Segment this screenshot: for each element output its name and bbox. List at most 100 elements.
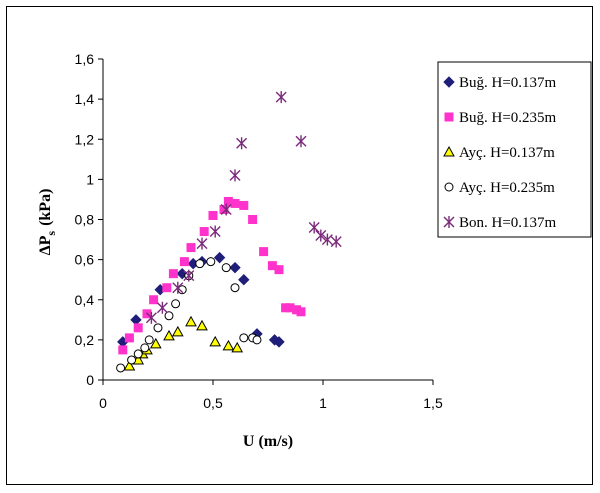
y-tick-label: 1,6 [75, 51, 95, 67]
data-point [230, 198, 240, 208]
data-point [239, 333, 249, 343]
data-point [195, 259, 205, 269]
x-tick-label: 0 [99, 395, 107, 411]
y-axis-title-unit: (kPa) [37, 189, 54, 226]
data-point [308, 221, 320, 234]
data-point [267, 261, 277, 271]
data-point [223, 196, 233, 206]
x-tick-label: 0,5 [203, 395, 223, 411]
y-tick-label: 0,4 [75, 292, 95, 308]
data-point [123, 359, 136, 371]
legend-marker [444, 182, 454, 192]
legend-label: Bon. H=0.137m [459, 215, 557, 231]
y-axis-title: ΔPs (kPa) [37, 189, 58, 256]
data-point [149, 295, 159, 305]
data-point [118, 345, 128, 355]
series-4 [116, 257, 262, 373]
legend-marker [444, 112, 454, 122]
data-point [133, 323, 143, 333]
data-point [238, 273, 250, 286]
data-point [239, 200, 249, 210]
legend-label: Buğ. H=0.235m [459, 110, 557, 126]
series-5 [145, 91, 342, 324]
data-point [124, 333, 134, 343]
data-point [236, 137, 248, 150]
x-tick-label: 1 [319, 395, 327, 411]
data-point [140, 343, 150, 353]
data-point [209, 335, 222, 347]
data-point [149, 337, 162, 349]
data-point [127, 355, 137, 365]
data-point [163, 329, 175, 341]
data-point [321, 233, 333, 246]
data-point [186, 243, 196, 253]
data-points [116, 91, 342, 373]
data-point [145, 311, 157, 324]
x-axis-title: U (m/s) [243, 433, 293, 450]
y-tick-label: 1,4 [75, 91, 95, 107]
data-point [196, 319, 208, 331]
data-point [229, 261, 241, 274]
svg-text:ΔPs(kPa): ΔPs (kPa) [37, 189, 58, 256]
y-axis-title-sub: s [44, 231, 58, 236]
data-point [285, 303, 295, 313]
data-point [248, 215, 258, 224]
data-point [116, 363, 126, 373]
data-point [206, 257, 216, 267]
legend-marker [443, 145, 455, 157]
data-point [315, 229, 327, 242]
data-point [220, 203, 232, 216]
x-tick-label: 1,5 [423, 395, 443, 411]
data-point [252, 335, 262, 345]
plot-area [103, 59, 433, 380]
data-point [221, 263, 231, 273]
y-tick-label: 0 [86, 372, 94, 388]
y-tick-label: 0,2 [75, 332, 95, 348]
y-axis-title-main: ΔP [37, 235, 54, 255]
data-point [213, 251, 226, 264]
data-point [295, 135, 307, 148]
legend-marker [443, 216, 455, 228]
legend-label: Ayç. H=0.235m [459, 180, 555, 196]
legend-box [437, 61, 592, 238]
axis-ticks: 0 0,2 0,4 0,6 0,8 1 1,2 1,4 1,6 0 0,5 1 1,5 [75, 51, 443, 411]
legend-label: Ayç. H=0.137m [459, 145, 555, 161]
legend-marker [443, 76, 455, 88]
legend-label: Buğ. H=0.137m [459, 75, 557, 91]
data-point [209, 225, 221, 238]
data-point [153, 323, 163, 333]
data-point [171, 325, 184, 337]
y-tick-label: 1,2 [75, 131, 95, 147]
data-point [199, 227, 209, 237]
data-point [179, 257, 189, 267]
data-point [275, 91, 287, 104]
data-point [196, 237, 208, 250]
data-point [229, 169, 241, 182]
data-point [183, 269, 195, 282]
data-point [172, 281, 184, 294]
data-point [133, 349, 143, 359]
data-point [296, 307, 306, 317]
data-point [219, 204, 229, 214]
data-point [230, 283, 240, 293]
data-point [144, 335, 154, 345]
data-point [274, 265, 284, 275]
data-point [330, 235, 342, 248]
y-tick-label: 0,8 [75, 212, 95, 228]
series-3 [123, 315, 244, 371]
y-tick-label: 1 [86, 171, 94, 187]
data-point [208, 210, 218, 220]
data-point [222, 339, 235, 351]
data-point [259, 247, 269, 257]
data-point [171, 299, 181, 309]
data-point [162, 283, 172, 293]
data-point [164, 311, 174, 321]
data-point [273, 336, 285, 348]
y-tick-label: 0,6 [75, 252, 95, 268]
data-point [156, 301, 168, 314]
data-point [168, 269, 178, 279]
data-point [231, 341, 244, 353]
data-point [185, 315, 197, 327]
legend: Buğ. H=0.137m Buğ. H=0.235m Ayç. H=0.137m A… [443, 75, 557, 231]
